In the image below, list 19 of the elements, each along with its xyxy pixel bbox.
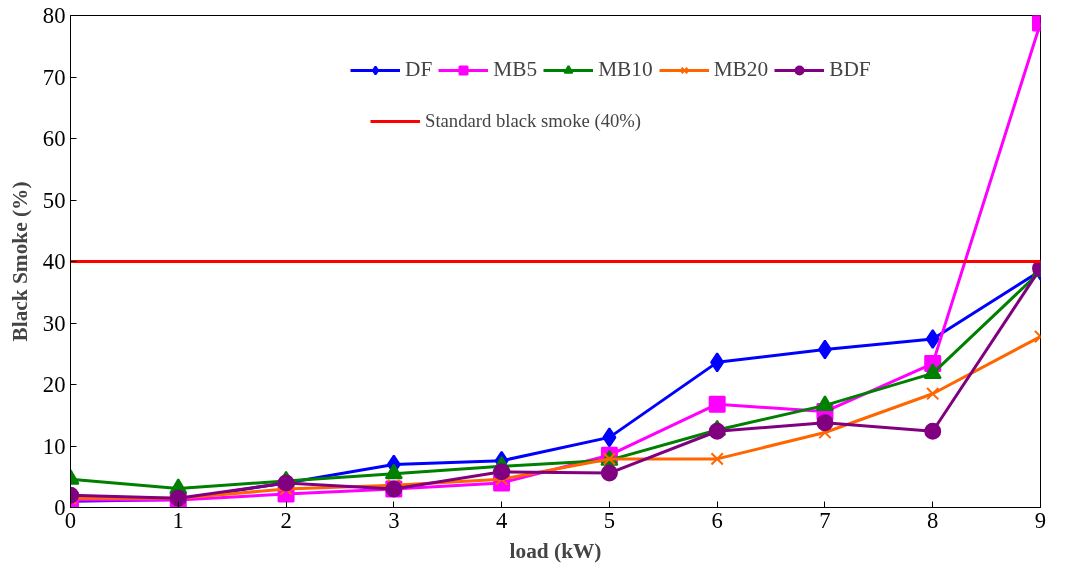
- y-tick-label: 40: [42, 249, 66, 274]
- x-tick-label: 7: [819, 507, 831, 533]
- x-tick-label: 4: [495, 507, 508, 533]
- y-tick-label: 50: [42, 187, 66, 213]
- y-tick-label: 30: [42, 310, 66, 336]
- x-tick-label: 2: [280, 507, 292, 533]
- x-tick-label: 3: [388, 507, 400, 533]
- x-tick-label: 6: [711, 507, 723, 533]
- y-tick-label: 70: [42, 64, 66, 90]
- y-tick-label: 80: [42, 3, 66, 28]
- x-tick-label: 8: [927, 507, 939, 533]
- x-axis-title: load (kW): [509, 538, 602, 563]
- x-tick-label: 1: [172, 507, 184, 533]
- x-tick-label: 9: [1034, 507, 1047, 533]
- y-tick-label: 60: [42, 126, 66, 151]
- y-tick-label: 20: [42, 372, 66, 397]
- y-axis-title: Black Smoke (%): [7, 181, 32, 342]
- x-tick-label: 5: [603, 507, 616, 533]
- y-tick-label: 10: [42, 433, 66, 459]
